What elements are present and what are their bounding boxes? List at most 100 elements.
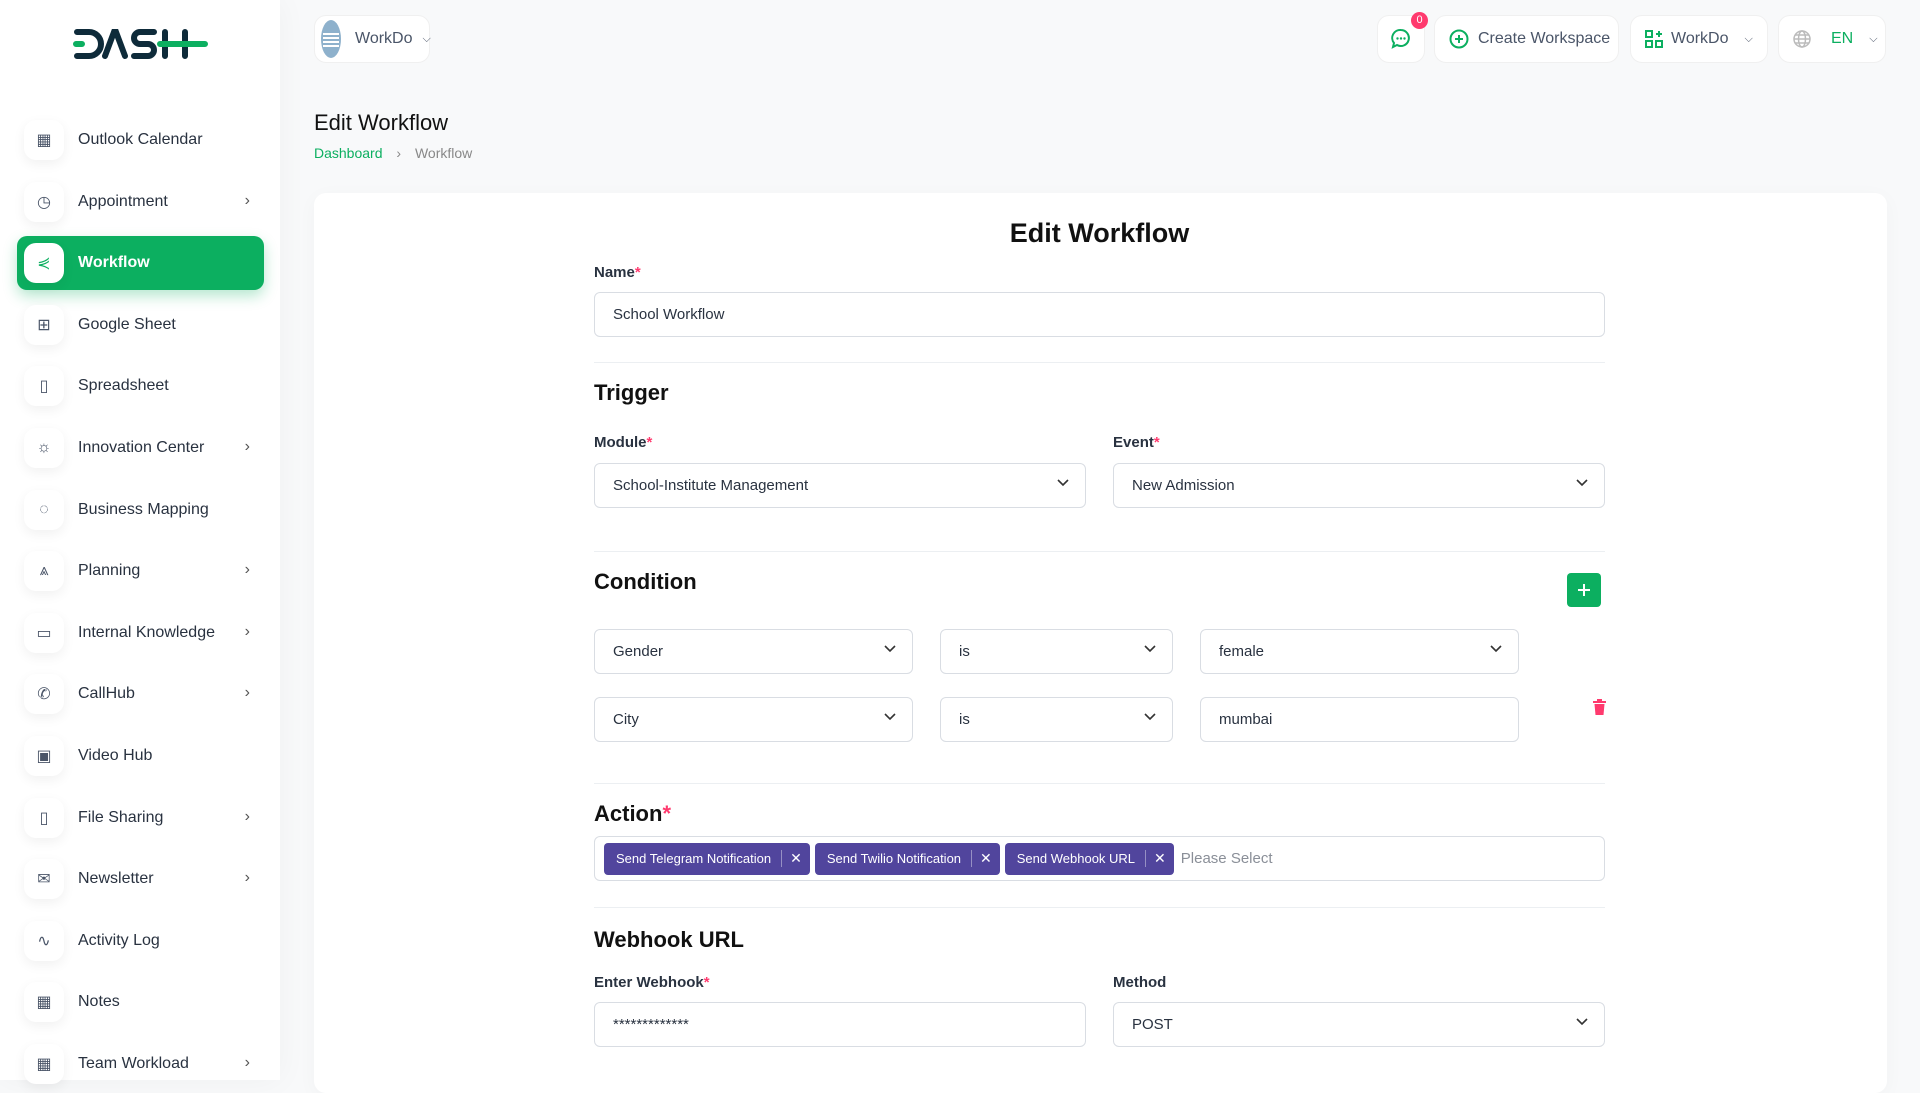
trash-icon[interactable] <box>1593 699 1606 715</box>
sidebar-item-label: Newsletter <box>78 870 154 888</box>
condition-value-select[interactable]: female <box>1200 629 1519 674</box>
sidebar-item-workflow[interactable]: ⋞ Workflow <box>17 236 264 291</box>
condition-operator-select[interactable]: is <box>940 629 1173 674</box>
sidebar-item-label: Notes <box>78 993 120 1011</box>
calendar-icon: ▦ <box>24 1044 64 1084</box>
sidebar-item-file-sharing[interactable]: ▯ File Sharing › <box>17 791 264 845</box>
condition-value-input[interactable]: mumbai <box>1200 697 1519 742</box>
chevron-right-icon: › <box>244 807 250 825</box>
apps-icon <box>1645 30 1663 48</box>
activity-icon: ∿ <box>24 920 64 961</box>
action-tag: Send Webhook URL ✕ <box>1004 842 1174 875</box>
sidebar-item-label: Workflow <box>78 254 150 272</box>
action-heading: Action* <box>594 801 672 826</box>
table-icon: ⊞ <box>24 304 64 345</box>
condition-field-select[interactable]: City <box>594 697 913 742</box>
chevron-right-icon: › <box>244 191 250 209</box>
sidebar-item-label: File Sharing <box>78 808 164 826</box>
sidebar-item-newsletter[interactable]: ✉ Newsletter › <box>17 852 264 906</box>
chevron-right-icon: › <box>244 438 250 455</box>
breadcrumb: Dashboard › Workflow <box>314 145 472 161</box>
remove-tag-icon[interactable]: ✕ <box>781 850 810 867</box>
company-name: WorkDo <box>1671 30 1729 47</box>
dash-logo[interactable] <box>72 26 212 67</box>
sidebar-item-google-sheet[interactable]: ⊞ Google Sheet <box>17 298 264 352</box>
language-selector[interactable]: EN ⌵ <box>1778 15 1886 63</box>
messages-button[interactable]: 0 <box>1377 12 1428 63</box>
globe-icon <box>1793 30 1811 48</box>
workflow-icon: ⋞ <box>24 243 64 284</box>
sidebar: ▦ Outlook Calendar ◷ Appointment › ⋞ Workflow ⊞… <box>0 0 280 1084</box>
sidebar-item-callhub[interactable]: ✆ CallHub › <box>17 667 264 721</box>
module-select[interactable]: School-Institute Management <box>594 463 1086 508</box>
name-input[interactable]: School Workflow <box>594 292 1605 337</box>
chevron-down-icon <box>1057 479 1069 487</box>
chevron-down-icon <box>1576 479 1588 487</box>
chevron-down-icon <box>884 645 896 653</box>
chevron-down-icon: ⌵ <box>1869 32 1878 45</box>
sidebar-item-internal-knowledge[interactable]: ▭ Internal Knowledge › <box>17 606 264 660</box>
chevron-down-icon <box>1144 713 1156 721</box>
breadcrumb-dashboard[interactable]: Dashboard <box>314 145 383 161</box>
chevron-right-icon: › <box>244 684 250 702</box>
sidebar-item-label: Spreadsheet <box>78 377 169 395</box>
sidebar-item-activity-log[interactable]: ∿ Activity Log <box>17 914 264 968</box>
sidebar-item-label: Appointment <box>78 192 168 210</box>
calendar-clock-icon: ◷ <box>24 181 64 222</box>
mail-icon: ✉ <box>24 859 64 900</box>
method-label: Method <box>1113 974 1167 991</box>
event-select[interactable]: New Admission <box>1113 463 1605 508</box>
chevron-down-icon <box>1576 1018 1588 1026</box>
condition-operator-select[interactable]: is <box>940 697 1173 742</box>
method-select[interactable]: POST <box>1113 1002 1605 1047</box>
sidebar-item-label: Innovation Center <box>78 439 205 456</box>
chevron-right-icon: › <box>244 561 250 579</box>
video-icon: ▣ <box>24 736 64 776</box>
sidebar-item-team-workload[interactable]: ▦ Team Workload › <box>17 1037 264 1091</box>
action-placeholder[interactable]: Please Select <box>1180 850 1273 867</box>
remove-tag-icon[interactable]: ✕ <box>971 850 1000 867</box>
add-condition-button[interactable] <box>1567 573 1601 607</box>
breadcrumb-workflow: Workflow <box>414 145 473 161</box>
file-icon: ▯ <box>24 797 64 838</box>
workspace-selector[interactable]: WorkDo ⌵ <box>314 15 431 63</box>
webhook-heading: Webhook URL <box>594 927 744 952</box>
language-code: EN <box>1831 30 1854 47</box>
page-title: Edit Workflow <box>314 110 449 135</box>
chevron-right-icon: › <box>244 869 250 887</box>
remove-tag-icon[interactable]: ✕ <box>1145 850 1174 867</box>
chevron-down-icon: ⌵ <box>1744 32 1753 45</box>
sidebar-item-label: Google Sheet <box>78 315 176 333</box>
create-workspace-button[interactable]: Create Workspace <box>1434 15 1619 63</box>
plus-circle-icon <box>1449 29 1469 49</box>
divider <box>594 907 1605 908</box>
chevron-down-icon: ⌵ <box>422 32 431 45</box>
event-label: Event* <box>1113 434 1160 451</box>
sidebar-item-notes[interactable]: ▦ Notes <box>17 975 264 1029</box>
chevron-right-icon: › <box>244 622 250 640</box>
book-icon: ▭ <box>24 612 64 653</box>
action-multiselect[interactable]: Send Telegram Notification ✕ Send Twilio N… <box>594 836 1605 881</box>
trigger-heading: Trigger <box>594 380 669 405</box>
sidebar-item-outlook-calendar[interactable]: ▦ Outlook Calendar <box>17 113 264 167</box>
sidebar-item-video-hub[interactable]: ▣ Video Hub <box>17 729 264 783</box>
chevron-right-icon: › <box>396 145 402 161</box>
sidebar-item-spreadsheet[interactable]: ▯ Spreadsheet <box>17 359 264 413</box>
company-selector[interactable]: WorkDo ⌵ <box>1630 15 1768 63</box>
sidebar-item-appointment[interactable]: ◷ Appointment › <box>17 175 264 229</box>
chevron-down-icon <box>884 713 896 721</box>
chevron-down-icon <box>1490 645 1502 653</box>
sidebar-item-innovation-center[interactable]: ☼ Innovation Center › <box>17 421 264 475</box>
sidebar-item-label: Outlook Calendar <box>78 131 203 148</box>
condition-field-select[interactable]: Gender <box>594 629 913 674</box>
sidebar-item-label: Activity Log <box>78 931 160 949</box>
notification-badge: 0 <box>1411 12 1428 29</box>
sidebar-item-business-mapping[interactable]: ◌ Business Mapping <box>17 483 264 537</box>
sidebar-item-planning[interactable]: ⩓ Planning › <box>17 544 264 598</box>
webhook-input[interactable]: ************* <box>594 1002 1086 1047</box>
phone-icon: ✆ <box>24 674 64 715</box>
divider <box>594 551 1605 552</box>
name-label: Name* <box>594 264 641 281</box>
sidebar-item-label: Business Mapping <box>78 500 209 518</box>
divider <box>594 783 1605 784</box>
